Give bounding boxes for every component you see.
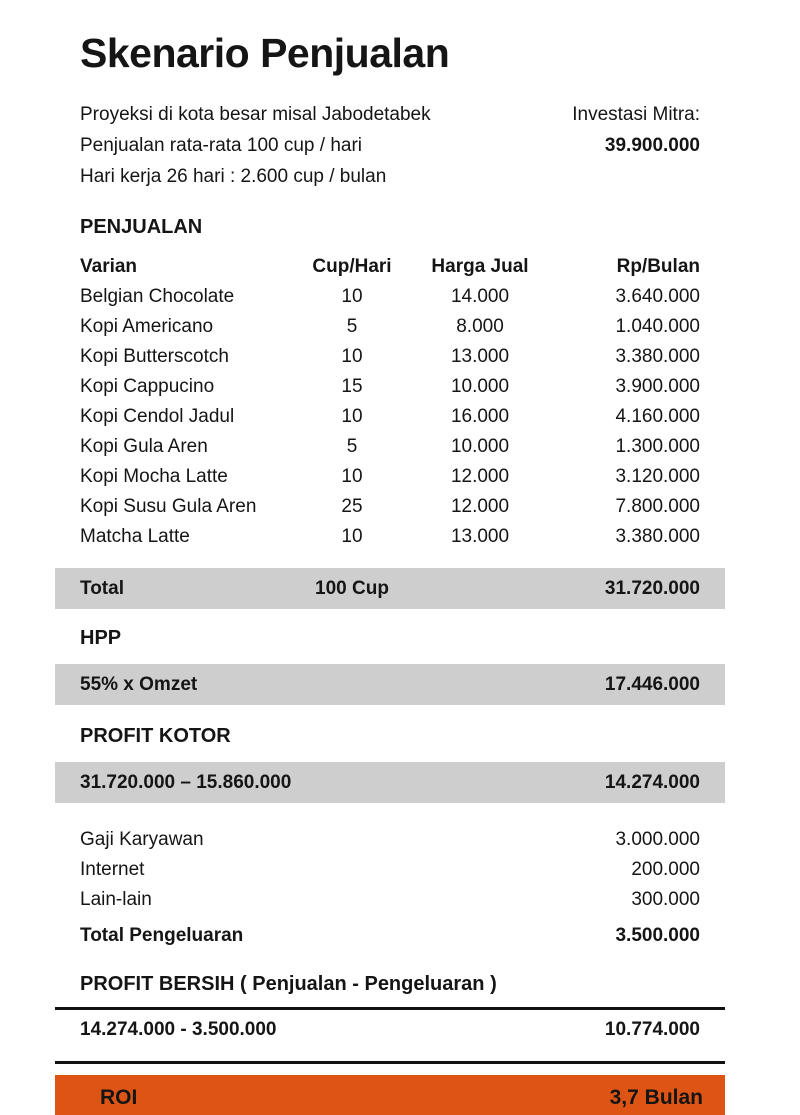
cell-varian: Kopi Americano (80, 316, 214, 337)
cell-cup-hari: 10 (341, 286, 363, 307)
sales-total-bar: Total 100 Cup 31.720.000 (55, 568, 725, 609)
cell-varian: Kopi Cappucino (80, 376, 215, 397)
cell-varian: Matcha Latte (80, 526, 190, 547)
table-row: Kopi Gula Aren 5 10.000 1.300.000 (80, 432, 700, 462)
cell-rp-bulan: 3.900.000 (615, 376, 700, 397)
profit-kotor-bar: 31.720.000 – 15.860.000 14.274.000 (55, 762, 725, 803)
cell-rp-bulan: 3.380.000 (615, 346, 700, 367)
expense-label: Internet (80, 859, 145, 880)
col-header-cup-hari: Cup/Hari (312, 256, 392, 277)
projection-notes: Proyeksi di kota besar misal Jabodetabek… (80, 99, 431, 192)
table-row: Kopi Americano 5 8.000 1.040.000 (80, 312, 700, 342)
cell-harga-jual: 12.000 (450, 496, 510, 517)
cell-rp-bulan: 7.800.000 (615, 496, 700, 517)
expense-row: Gaji Karyawan 3.000.000 (80, 825, 700, 855)
sales-total-amount: 31.720.000 (604, 577, 700, 599)
table-row: Kopi Cappucino 15 10.000 3.900.000 (80, 372, 700, 402)
cell-rp-bulan: 3.380.000 (615, 526, 700, 547)
cell-rp-bulan: 4.160.000 (615, 406, 700, 427)
hpp-bar: 55% x Omzet 17.446.000 (55, 664, 725, 705)
sales-total-label: Total (80, 577, 124, 599)
profit-kotor-formula: 31.720.000 – 15.860.000 (80, 771, 292, 793)
divider-rule-top (55, 1007, 725, 1010)
expense-row: Lain-lain 300.000 (80, 885, 700, 915)
expense-label: Gaji Karyawan (80, 829, 204, 850)
cell-harga-jual: 16.000 (450, 406, 510, 427)
expense-amount: 3.000.000 (615, 829, 700, 850)
cell-varian: Kopi Butterscotch (80, 346, 229, 367)
cell-cup-hari: 10 (341, 346, 363, 367)
intro-line-3: Hari kerja 26 hari : 2.600 cup / bulan (80, 166, 387, 187)
cell-varian: Belgian Chocolate (80, 286, 235, 307)
cell-harga-jual: 14.000 (450, 286, 510, 307)
expense-amount: 200.000 (631, 859, 700, 880)
col-header-harga-jual: Harga Jual (431, 256, 529, 277)
cell-cup-hari: 5 (346, 316, 358, 337)
cell-varian: Kopi Cendol Jadul (80, 406, 235, 427)
cell-harga-jual: 8.000 (456, 316, 504, 337)
roi-bar: ROI 3,7 Bulan (55, 1075, 725, 1115)
cell-harga-jual: 12.000 (450, 466, 510, 487)
expenses-total-label: Total Pengeluaran (80, 925, 244, 946)
cell-harga-jual: 10.000 (450, 436, 510, 457)
table-row: Belgian Chocolate 10 14.000 3.640.000 (80, 282, 700, 312)
cell-harga-jual: 13.000 (450, 346, 510, 367)
intro-section: Proyeksi di kota besar misal Jabodetabek… (80, 99, 700, 192)
cell-varian: Kopi Mocha Latte (80, 466, 228, 487)
expenses-total-amount: 3.500.000 (615, 925, 700, 946)
cell-cup-hari: 25 (341, 496, 363, 517)
table-row: Kopi Mocha Latte 10 12.000 3.120.000 (80, 462, 700, 492)
cell-rp-bulan: 1.300.000 (615, 436, 700, 457)
profit-kotor-heading: PROFIT KOTOR (80, 725, 231, 747)
roi-label: ROI (100, 1086, 138, 1109)
table-row: Kopi Cendol Jadul 10 16.000 4.160.000 (80, 402, 700, 432)
page-title: Skenario Penjualan (80, 30, 450, 76)
hpp-heading: HPP (80, 627, 122, 649)
cell-varian: Kopi Susu Gula Aren (80, 496, 257, 517)
cell-harga-jual: 10.000 (450, 376, 510, 397)
investment-block: Investasi Mitra: 39.900.000 (572, 99, 700, 192)
hpp-amount: 17.446.000 (604, 673, 700, 695)
profit-bersih-row: 14.274.000 - 3.500.000 10.774.000 (80, 1010, 700, 1050)
expense-label: Lain-lain (80, 889, 152, 910)
table-row: Kopi Butterscotch 10 13.000 3.380.000 (80, 342, 700, 372)
cell-cup-hari: 10 (341, 406, 363, 427)
cell-cup-hari: 10 (341, 466, 363, 487)
cell-varian: Kopi Gula Aren (80, 436, 208, 457)
cell-rp-bulan: 1.040.000 (615, 316, 700, 337)
intro-line-2: Penjualan rata-rata 100 cup / hari (80, 135, 363, 156)
cell-cup-hari: 15 (341, 376, 363, 397)
penjualan-heading: PENJUALAN (80, 216, 203, 238)
col-header-varian: Varian (80, 256, 138, 277)
expenses-section: Gaji Karyawan 3.000.000 Internet 200.000… (80, 825, 700, 951)
profit-bersih-heading: PROFIT BERSIH ( Penjualan - Pengeluaran … (80, 973, 497, 995)
table-row: Kopi Susu Gula Aren 25 12.000 7.800.000 (80, 492, 700, 522)
cell-cup-hari: 5 (346, 436, 358, 457)
divider-rule-bottom (55, 1061, 725, 1064)
profit-bersih-amount: 10.774.000 (604, 1019, 700, 1040)
col-header-rp-bulan: Rp/Bulan (616, 256, 700, 277)
sales-table-header: Varian Cup/Hari Harga Jual Rp/Bulan (80, 252, 700, 282)
table-row: Matcha Latte 10 13.000 3.380.000 (80, 522, 700, 552)
investment-value: 39.900.000 (604, 135, 700, 156)
roi-value: 3,7 Bulan (609, 1086, 703, 1109)
hpp-formula: 55% x Omzet (80, 673, 198, 695)
sales-total-cups: 100 Cup (315, 577, 389, 599)
cell-harga-jual: 13.000 (450, 526, 510, 547)
investment-label: Investasi Mitra: (572, 104, 700, 125)
cell-rp-bulan: 3.120.000 (615, 466, 700, 487)
expense-amount: 300.000 (631, 889, 700, 910)
intro-line-1: Proyeksi di kota besar misal Jabodetabek (80, 104, 431, 125)
expenses-total-row: Total Pengeluaran 3.500.000 (80, 921, 700, 951)
profit-bersih-formula: 14.274.000 - 3.500.000 (80, 1019, 277, 1040)
cell-rp-bulan: 3.640.000 (615, 286, 700, 307)
profit-kotor-amount: 14.274.000 (604, 771, 700, 793)
expense-row: Internet 200.000 (80, 855, 700, 885)
cell-cup-hari: 10 (341, 526, 363, 547)
